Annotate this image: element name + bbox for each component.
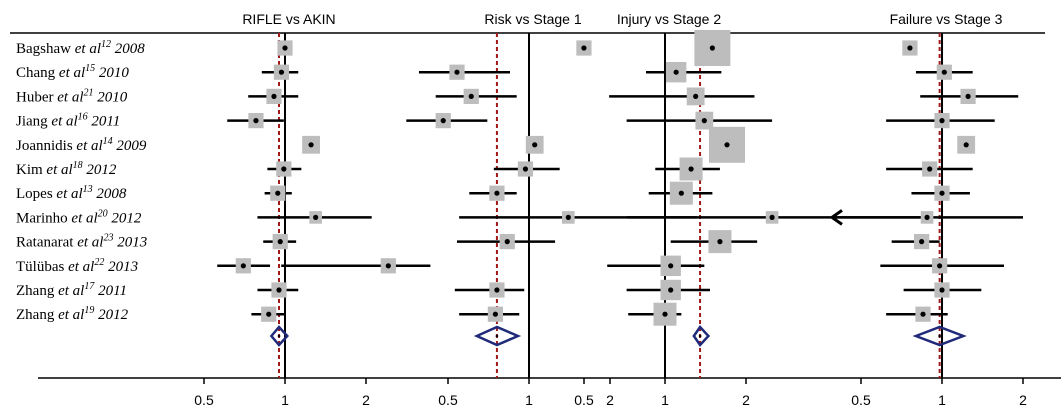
point-estimate — [454, 69, 460, 75]
pooled-diamond — [269, 325, 290, 347]
point-estimate — [277, 239, 283, 245]
point-estimate — [927, 166, 933, 172]
point-estimate — [313, 214, 319, 220]
x-tick-label: 2 — [742, 392, 750, 408]
pooled-diamond — [692, 325, 711, 347]
study-label: Joannidis et al14 2009 — [16, 136, 147, 154]
study-label: Zhang et al17 2011 — [16, 281, 127, 299]
point-estimate — [504, 239, 510, 245]
point-estimate — [678, 190, 684, 196]
point-estimate — [308, 142, 314, 148]
point-estimate — [240, 263, 246, 269]
x-tick-label: 1 — [525, 392, 533, 408]
frame-layer — [10, 32, 1061, 379]
x-tick-label: 1 — [938, 392, 946, 408]
study-label: Ratanarat et al23 2013 — [16, 233, 147, 251]
point-estimate — [937, 263, 943, 269]
point-estimate — [941, 69, 947, 75]
panel-title: Injury vs Stage 2 — [617, 11, 721, 27]
point-estimate — [494, 287, 500, 293]
point-estimate — [492, 311, 498, 317]
point-estimate — [724, 142, 730, 148]
point-estimate — [278, 69, 285, 75]
pooled-diamond — [912, 325, 967, 347]
x-tick-label: 0.5 — [851, 392, 871, 408]
x-tick-label: 0.5 — [574, 392, 594, 408]
point-estimate — [494, 190, 500, 196]
pooled-point — [938, 334, 941, 338]
point-estimate — [769, 214, 775, 220]
study-labels: Bagshaw et al12 2008 Chang et al15 2010 Hu… — [16, 39, 147, 323]
point-estimate — [668, 263, 674, 269]
x-tick-label: 1 — [661, 392, 669, 408]
point-estimate — [532, 142, 538, 148]
pooled-point — [277, 334, 281, 338]
point-estimate — [673, 69, 679, 75]
panel-title: Failure vs Stage 3 — [890, 11, 1003, 27]
point-estimate — [440, 118, 446, 124]
point-estimate — [920, 311, 926, 317]
point-estimate — [253, 118, 259, 124]
point-estimate — [965, 93, 971, 99]
panel-2: Risk vs Stage 1 0.5 1 2 — [281, 11, 697, 408]
point-estimate — [668, 287, 674, 293]
panel-4: Failure vs Stage 3 0.5 1 2 — [831, 11, 1027, 408]
point-estimate — [939, 118, 945, 124]
point-estimate — [907, 45, 913, 51]
study-label: Jiang et al16 2011 — [16, 112, 120, 130]
point-estimate — [282, 45, 288, 51]
study-label: Bagshaw et al12 2008 — [16, 39, 145, 57]
point-estimate — [717, 239, 723, 245]
point-estimate — [709, 45, 715, 51]
point-estimate — [662, 311, 668, 317]
ci-arrow — [831, 209, 843, 226]
panel-3: Injury vs Stage 2 0.5 1 2 — [574, 11, 922, 408]
point-estimate — [281, 166, 287, 172]
panel-title: RIFLE vs AKIN — [242, 11, 335, 27]
study-label: Huber et al21 2010 — [16, 87, 128, 105]
study-label: Kim et al18 2012 — [16, 160, 117, 178]
study-label: Lopes et al13 2008 — [16, 184, 127, 202]
point-estimate — [693, 93, 699, 99]
x-tick-label: 1 — [281, 392, 289, 408]
pooled-diamond — [473, 325, 522, 347]
pooled-point — [495, 334, 499, 338]
x-tick-label: 0.5 — [438, 392, 458, 408]
point-estimate — [939, 287, 945, 293]
point-estimate — [275, 190, 281, 196]
x-tick-label: 0.5 — [194, 392, 214, 408]
panel-title: Risk vs Stage 1 — [484, 11, 581, 27]
point-estimate — [266, 311, 272, 317]
study-label: Tülübas et al22 2013 — [16, 257, 138, 275]
point-estimate — [276, 287, 282, 293]
point-estimate — [385, 263, 391, 269]
point-estimate — [468, 93, 474, 99]
point-estimate — [565, 214, 571, 220]
study-label: Zhang et al19 2012 — [16, 305, 129, 323]
pooled-point — [698, 334, 702, 338]
panel-1: RIFLE vs AKIN 0.5 1 2 — [194, 11, 372, 408]
point-estimate — [939, 190, 945, 196]
point-estimate — [919, 239, 925, 245]
x-tick-label: 2 — [606, 392, 614, 408]
point-estimate — [701, 118, 707, 124]
point-estimate — [522, 166, 529, 172]
study-label: Marinho et al20 2012 — [16, 208, 142, 226]
point-estimate — [688, 166, 694, 172]
x-tick-label: 2 — [1019, 392, 1027, 408]
study-label: Chang et al15 2010 — [16, 63, 129, 81]
point-estimate — [963, 142, 969, 148]
point-estimate — [924, 214, 930, 220]
point-estimate — [271, 93, 277, 99]
point-estimate — [581, 45, 587, 51]
x-tick-label: 2 — [362, 392, 370, 408]
